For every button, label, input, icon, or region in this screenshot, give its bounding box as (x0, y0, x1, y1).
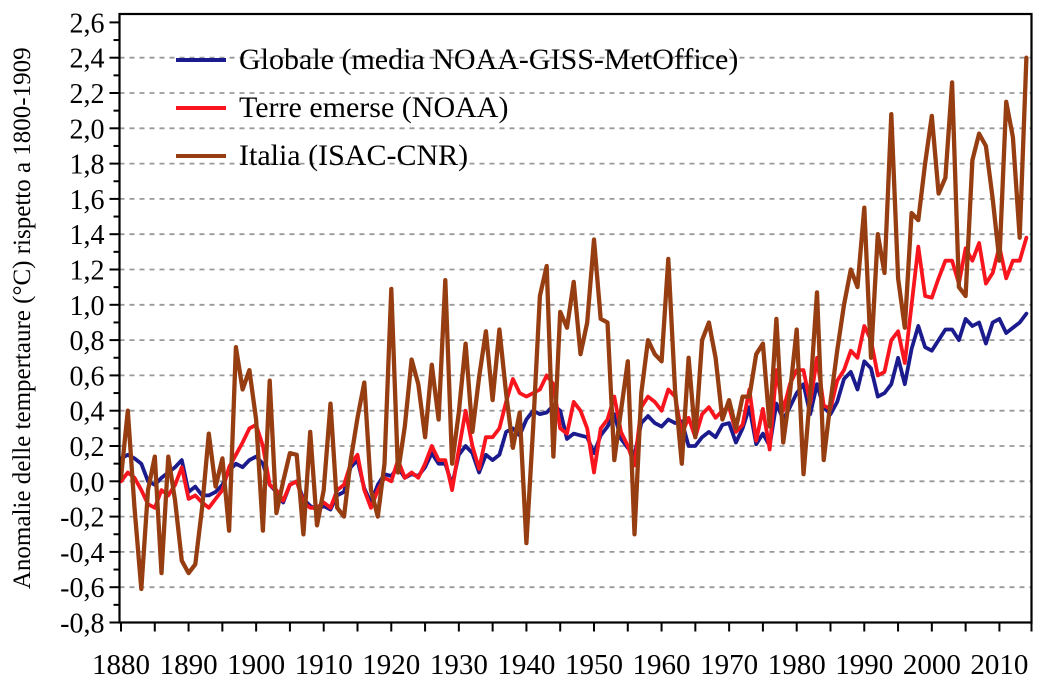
series-italia-line (118, 55, 1029, 592)
legend-label-terre-emerse: Terre emerse (NOAA) (239, 91, 509, 124)
y-axis-title: Anomalie delle tempertaure (°C) rispetto… (9, 47, 36, 589)
y-tick-label: 0,8 (70, 326, 105, 357)
y-tick-label: 0,6 (70, 361, 105, 392)
y-tick-label: 1,4 (70, 220, 105, 251)
legend-swatch-terre-emerse (176, 106, 226, 110)
x-axis-tick-labels: 1880 1890 1900 1910 1920 1930 1940 1950 1960 1970… (92, 649, 1028, 681)
y-tick-label: 2,4 (70, 44, 105, 75)
y-tick-label: -0,4 (60, 538, 104, 569)
x-tick-label: 1970 (700, 649, 758, 681)
series-terre-emerse-line (119, 235, 1029, 510)
y-axis-ticks (109, 21, 120, 624)
legend: Globale (media NOAA-GISS-MetOffice) Terr… (176, 36, 738, 180)
y-tick-label: 1,0 (70, 291, 105, 322)
legend-row-globale: Globale (media NOAA-GISS-MetOffice) (176, 36, 738, 84)
y-tick-label: 0,2 (70, 432, 105, 463)
y-axis-tick-labels: -0,8 -0,6 -0,4 -0,2 0,0 0,2 0,4 0,6 0,8 1,0 1,2 1,4… (60, 8, 104, 639)
legend-swatch-globale (176, 58, 226, 62)
plot-frame (118, 12, 1033, 624)
legend-label-globale: Globale (media NOAA-GISS-MetOffice) (239, 43, 739, 76)
x-tick-label: 1900 (227, 649, 285, 681)
x-tick-label: 1940 (497, 649, 555, 681)
x-tick-label: 1980 (768, 649, 826, 681)
y-tick-label: -0,8 (60, 609, 104, 640)
y-tick-label: 0,4 (70, 397, 105, 428)
y-tick-label: 2,6 (70, 8, 105, 39)
legend-row-terre-emerse: Terre emerse (NOAA) (176, 84, 738, 132)
legend-row-italia: Italia (ISAC-CNR) (176, 132, 738, 180)
x-tick-label: 1890 (160, 649, 218, 681)
series-lines (118, 55, 1029, 592)
y-tick-label: 1,2 (70, 256, 105, 287)
x-tick-label: 1910 (295, 649, 353, 681)
x-tick-label: 1990 (835, 649, 893, 681)
x-axis-ticks (120, 622, 1033, 632)
x-tick-label: 1950 (565, 649, 623, 681)
x-tick-label: 1930 (430, 649, 488, 681)
y-tick-label: 2,0 (70, 114, 105, 145)
x-tick-label: 1960 (633, 649, 691, 681)
legend-swatch-italia (176, 154, 226, 158)
x-tick-label: 1880 (92, 649, 150, 681)
y-tick-label: -0,2 (60, 503, 104, 534)
y-tick-label: 1,8 (70, 150, 105, 181)
x-tick-label: 2010 (970, 649, 1028, 681)
y-tick-label: -0,6 (60, 573, 104, 604)
x-tick-label: 2000 (903, 649, 961, 681)
y-tick-label: 2,2 (70, 79, 105, 110)
y-tick-label: 1,6 (70, 185, 105, 216)
y-tick-label: 0,0 (70, 467, 105, 498)
legend-label-italia: Italia (ISAC-CNR) (239, 139, 469, 172)
x-tick-label: 1920 (362, 649, 420, 681)
